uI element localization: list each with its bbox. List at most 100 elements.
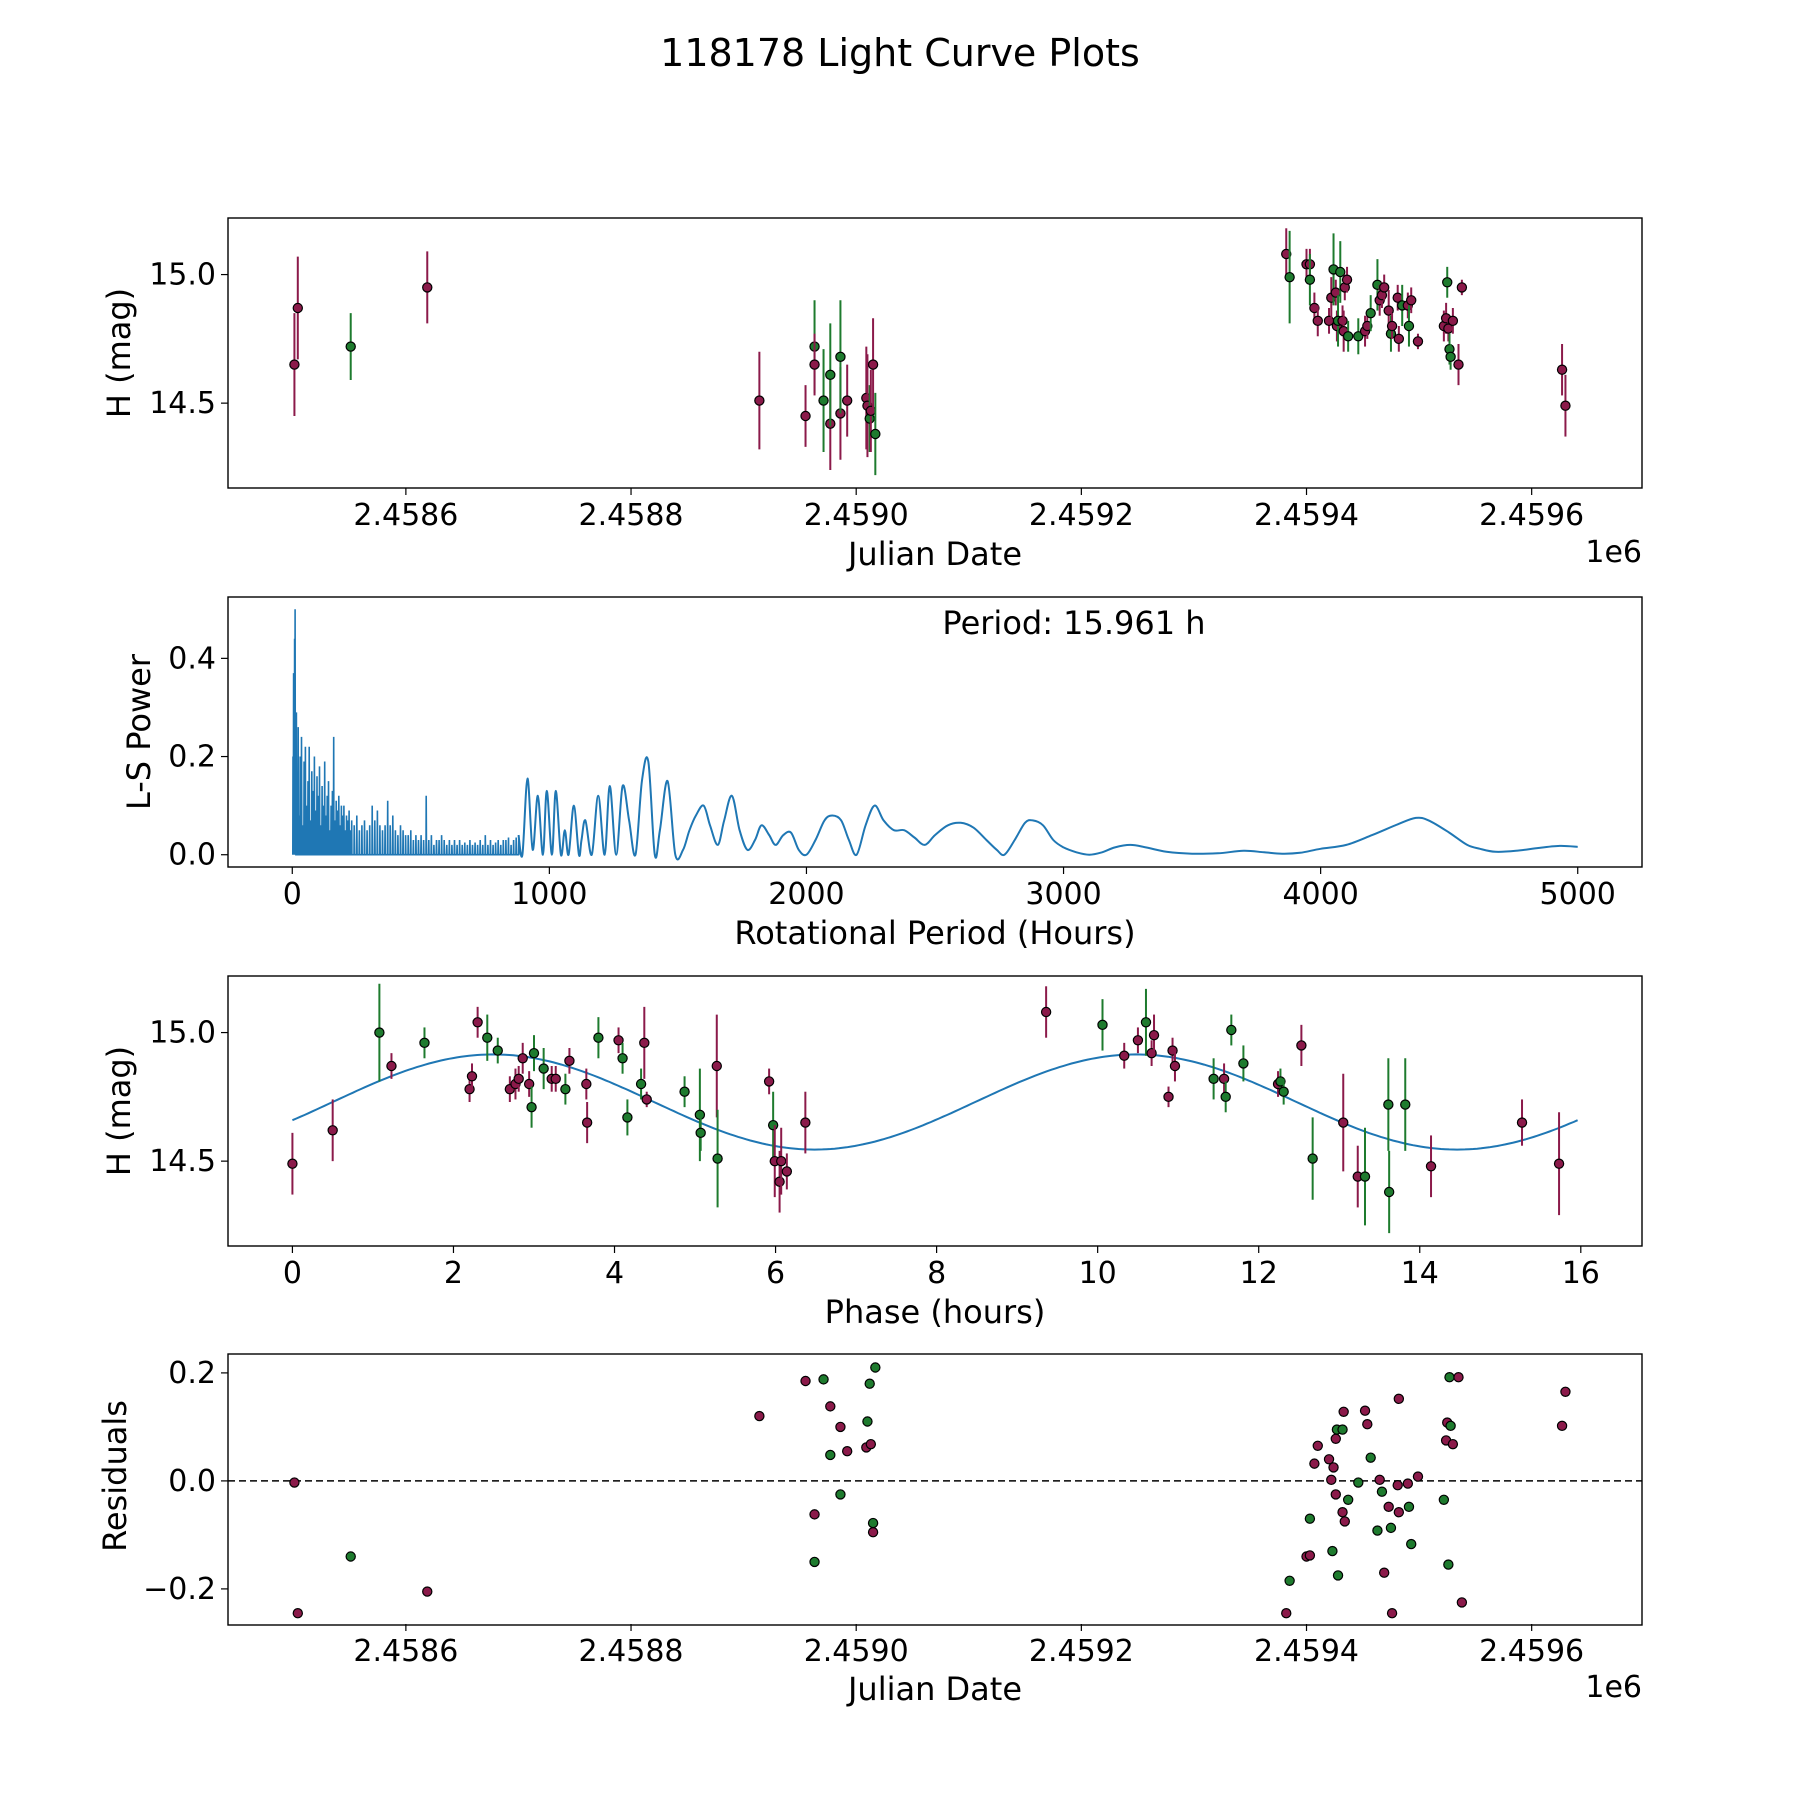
p1-xtick-label: 2.4592 — [1029, 498, 1134, 533]
p3-data-point — [1238, 1058, 1249, 1069]
p3-y-axis-label: H (mag) — [100, 1046, 138, 1176]
p4-data-point — [1560, 1386, 1571, 1398]
p1-data-point — [1453, 359, 1464, 370]
p2-plot-area — [292, 609, 1578, 861]
p3-data-point — [492, 1045, 503, 1056]
p4-data-point — [1365, 1452, 1376, 1463]
p3-data-point — [1163, 1091, 1174, 1103]
p4-data-point — [1372, 1525, 1383, 1536]
p1-data-point — [825, 369, 836, 381]
p1-data-point — [345, 341, 356, 352]
p1-plot-area — [289, 228, 1571, 476]
p1-data-point — [1556, 364, 1568, 375]
p3-data-point — [1148, 1029, 1160, 1041]
p1-data-point — [867, 359, 879, 370]
p3-data-point — [472, 1017, 483, 1028]
p4-data-point — [1393, 1507, 1405, 1518]
p1-data-point — [1284, 271, 1295, 283]
p3-xtick-label: 6 — [766, 1256, 785, 1291]
p2-axes-frame — [227, 596, 1643, 868]
p1-data-point — [292, 302, 303, 314]
p1-ytick-label: 14.5 — [149, 386, 216, 421]
p4-data-point — [1328, 1462, 1339, 1473]
p3-data-point — [1516, 1117, 1528, 1128]
p1-data-point — [1281, 248, 1292, 260]
p3-data-point — [482, 1032, 493, 1043]
p4-data-point — [1284, 1575, 1295, 1587]
p3-data-point — [1226, 1024, 1237, 1036]
p1-data-point — [870, 428, 881, 440]
p3-data-point — [635, 1078, 647, 1090]
p1-data-point — [1393, 333, 1405, 345]
p3-data-point — [639, 1037, 650, 1049]
p4-x-axis-label: Julian Date — [846, 1670, 1022, 1708]
p4-data-point — [1376, 1486, 1388, 1497]
p4-ytick-label: 0.2 — [168, 1356, 216, 1391]
p2-xtick-label: 4000 — [1282, 877, 1358, 912]
p2-xtick-label: 0 — [283, 877, 302, 912]
p4-data-point — [1304, 1550, 1316, 1561]
p3-data-point — [1383, 1186, 1395, 1198]
period-annotation: Period: 15.961 h — [942, 604, 1205, 642]
p4-data-point — [809, 1509, 820, 1520]
p4-data-point — [1556, 1420, 1568, 1432]
p1-data-point — [835, 351, 846, 363]
p4-xtick-label: 2.4594 — [1254, 1634, 1359, 1669]
p3-data-point — [1553, 1158, 1565, 1169]
periodogram-short-period-line — [292, 609, 520, 856]
p3-data-point — [419, 1037, 430, 1049]
p1-data-point — [754, 395, 765, 406]
p4-data-point — [1353, 1477, 1364, 1488]
p3-data-point — [767, 1119, 779, 1131]
p3-data-point — [781, 1166, 793, 1177]
p4-data-point — [345, 1551, 356, 1562]
p3-data-point — [775, 1155, 787, 1167]
p1-data-point — [1442, 277, 1453, 288]
p3-data-point — [560, 1083, 571, 1095]
p1-data-point — [1312, 315, 1323, 327]
p4-data-point — [1412, 1471, 1424, 1482]
p3-data-point — [593, 1032, 604, 1043]
p3-data-point — [774, 1176, 785, 1187]
p4-data-point — [1453, 1372, 1464, 1383]
p1-data-point — [1386, 320, 1398, 332]
p4-plot-area — [228, 1362, 1642, 1619]
p1-data-point — [1353, 331, 1364, 342]
model-fit-curve — [292, 1053, 1579, 1151]
p2-x-axis-label: Rotational Period (Hours) — [734, 914, 1135, 952]
p4-data-point — [1456, 1597, 1468, 1608]
p3-x-axis-label: Phase (hours) — [825, 1293, 1046, 1331]
p3-data-point — [800, 1117, 811, 1128]
p3-data-point — [711, 1060, 722, 1072]
p1-xtick-label: 2.4588 — [579, 498, 684, 533]
p3-data-point — [712, 1153, 723, 1164]
p4-ytick-label: −0.2 — [143, 1572, 216, 1607]
p1-data-point — [1383, 305, 1394, 316]
p3-data-point — [287, 1158, 298, 1169]
p3-data-point — [1307, 1153, 1318, 1164]
p1-data-point — [1447, 315, 1459, 327]
p3-data-point — [679, 1086, 690, 1097]
panel-light-curve: 2.4586 2.4588 2.4590 2.4592 2.4594 2.4596 14.5… — [100, 217, 1643, 573]
p4-data-point — [867, 1526, 879, 1538]
p4-data-point — [1443, 1559, 1454, 1570]
p1-data-point — [1406, 295, 1417, 306]
p3-xtick-label: 0 — [283, 1256, 302, 1291]
p3-plot-area — [287, 983, 1579, 1234]
p4-data-point — [1309, 1458, 1320, 1469]
p4-data-point — [1339, 1516, 1350, 1527]
panel-phase-folded: 0 2 4 6 8 10 12 14 16 14.5 15.0 Phase (hours) H (m… — [100, 975, 1643, 1331]
p3-data-point — [538, 1063, 549, 1074]
p4-data-point — [870, 1362, 881, 1373]
p3-data-point — [641, 1094, 652, 1105]
p3-data-point — [1296, 1040, 1307, 1051]
p2-xtick-label: 3000 — [1025, 877, 1101, 912]
p3-data-point — [1132, 1035, 1144, 1046]
p1-data-point — [1456, 282, 1468, 293]
p3-data-point — [1140, 1017, 1152, 1028]
p1-data-point — [800, 410, 811, 422]
p4-data-point — [1378, 1567, 1390, 1578]
p4-data-point — [835, 1489, 846, 1500]
p2-xtick-label: 1000 — [511, 877, 587, 912]
